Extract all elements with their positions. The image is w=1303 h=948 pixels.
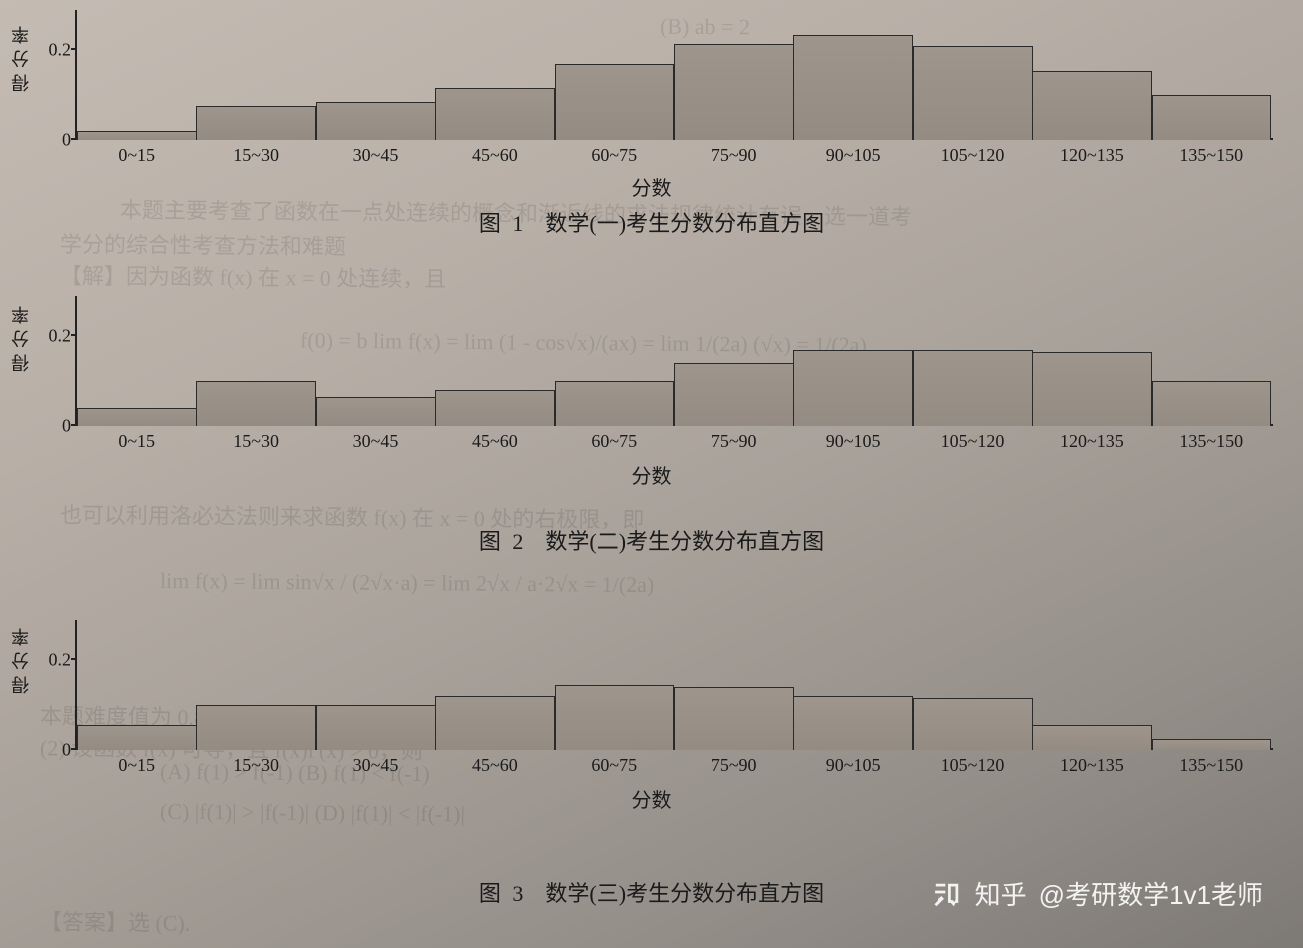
bar: [793, 35, 913, 140]
xlabels-1: 0~15 15~30 30~45 45~60 60~75 75~90 90~105 105~1…: [77, 145, 1271, 169]
bar: [77, 131, 197, 140]
ytick-label: 0: [31, 740, 71, 761]
xtick-label: 15~30: [233, 145, 279, 166]
bar: [555, 64, 675, 140]
xtick-label: 60~75: [591, 145, 637, 166]
xtick-label: 75~90: [711, 145, 757, 166]
bar: [435, 390, 555, 426]
bar: [1032, 725, 1152, 750]
bar: [793, 696, 913, 750]
xtick-label: 30~45: [353, 431, 399, 452]
xtick-label: 135~150: [1179, 755, 1243, 776]
xlabels-2: 0~15 15~30 30~45 45~60 60~75 75~90 90~105 105~1…: [77, 431, 1271, 455]
xlabel-1: 分数: [0, 172, 1303, 201]
bar: [1152, 739, 1272, 750]
bar: [196, 381, 316, 426]
xtick-label: 30~45: [353, 145, 399, 166]
bar: [913, 698, 1033, 750]
xtick-label: 75~90: [711, 755, 757, 776]
bar: [196, 106, 316, 140]
xtick-label: 15~30: [233, 431, 279, 452]
bars-1: [77, 10, 1271, 140]
watermark-prefix: 知乎: [975, 875, 1027, 912]
xtick-label: 15~30: [233, 755, 279, 776]
bar: [77, 725, 197, 750]
xtick-label: 90~105: [826, 431, 881, 452]
histogram-panel-1: 得分率 00.2 0~1515~3030~4545~6060~7575~9090…: [0, 0, 1303, 240]
xtick-label: 120~135: [1060, 431, 1124, 452]
bar: [674, 687, 794, 750]
bar: [674, 363, 794, 426]
xtick-label: 105~120: [941, 755, 1005, 776]
xtick-label: 75~90: [711, 431, 757, 452]
bars-2: [77, 296, 1271, 426]
ytick-label: 0.2: [31, 326, 71, 347]
zhihu-logo-icon: [929, 877, 963, 911]
xtick-label: 0~15: [118, 145, 155, 166]
bar: [77, 408, 197, 426]
bar: [913, 350, 1033, 426]
caption-1: 图 1 数学(一)考生分数分布直方图: [0, 206, 1303, 238]
xtick-label: 45~60: [472, 145, 518, 166]
xtick-label: 60~75: [591, 755, 637, 776]
bar: [435, 696, 555, 750]
watermark: 知乎 @考研数学1v1老师: [929, 875, 1263, 912]
bleed-line: 【答案】选 (C).: [40, 904, 191, 937]
bar: [555, 381, 675, 426]
histogram-panel-2: 得分率 00.2 0~1515~3030~4545~6060~7575~9090…: [0, 270, 1303, 570]
xtick-label: 120~135: [1060, 145, 1124, 166]
xtick-label: 90~105: [826, 145, 881, 166]
xtick-label: 60~75: [591, 431, 637, 452]
histogram-panel-3: 得分率 00.2 0~1515~3030~4545~6060~7575~9090…: [0, 580, 1303, 900]
bars-3: [77, 620, 1271, 750]
bar: [793, 350, 913, 426]
xtick-label: 0~15: [118, 755, 155, 776]
xtick-label: 105~120: [941, 145, 1005, 166]
xtick-label: 120~135: [1060, 755, 1124, 776]
bar: [1032, 352, 1152, 426]
ytick-label: 0.2: [31, 40, 71, 61]
ytick-label: 0: [31, 130, 71, 151]
xlabels-3: 0~15 15~30 30~45 45~60 60~75 75~90 90~105 105~1…: [77, 755, 1271, 779]
xtick-label: 0~15: [118, 431, 155, 452]
xlabel-2: 分数: [0, 460, 1303, 489]
xtick-label: 105~120: [941, 431, 1005, 452]
chart-3: 00.2: [75, 620, 1273, 750]
xtick-label: 90~105: [826, 755, 881, 776]
xtick-label: 135~150: [1179, 431, 1243, 452]
bar: [1152, 381, 1272, 426]
bar: [316, 705, 436, 750]
xlabel-3: 分数: [0, 784, 1303, 813]
bar: [555, 685, 675, 750]
chart-2: 00.2: [75, 296, 1273, 426]
bar: [196, 705, 316, 750]
caption-2: 图 2 数学(二)考生分数分布直方图: [0, 524, 1303, 556]
bar: [1152, 95, 1272, 140]
bar: [435, 88, 555, 140]
xtick-label: 135~150: [1179, 145, 1243, 166]
bar: [1032, 71, 1152, 140]
xtick-label: 45~60: [472, 755, 518, 776]
bar: [316, 102, 436, 140]
xtick-label: 45~60: [472, 431, 518, 452]
xtick-label: 30~45: [353, 755, 399, 776]
watermark-handle: @考研数学1v1老师: [1039, 875, 1263, 912]
ytick-label: 0: [31, 416, 71, 437]
bar: [913, 46, 1033, 140]
chart-1: 00.2: [75, 10, 1273, 140]
bar: [316, 397, 436, 426]
bar: [674, 44, 794, 140]
ytick-label: 0.2: [31, 650, 71, 671]
